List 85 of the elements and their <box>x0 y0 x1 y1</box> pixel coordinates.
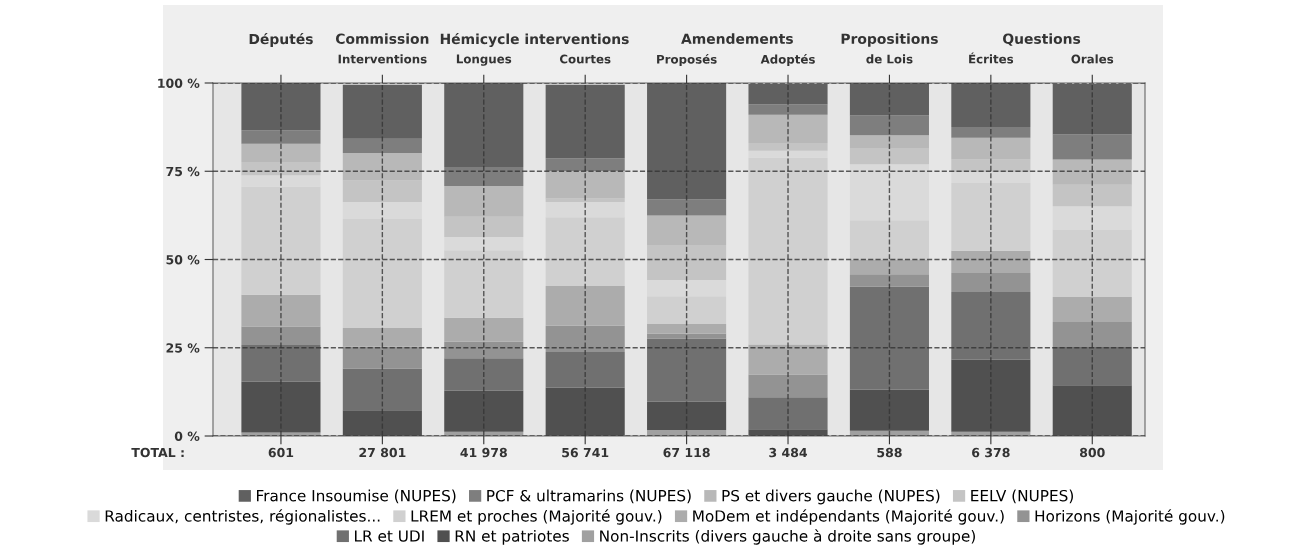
bar <box>342 410 422 436</box>
text: 56 741 <box>562 447 609 458</box>
bar <box>951 250 1031 273</box>
legend-label: Non-Inscrits (divers gauche à droite sans groupe) <box>600 529 975 545</box>
bar <box>1052 296 1132 322</box>
text: 27 801 <box>359 447 406 458</box>
bar <box>748 104 828 115</box>
x-tick-label: Longues <box>456 54 512 66</box>
x-tick-label: Courtes <box>559 54 611 64</box>
bar <box>241 326 321 345</box>
text: 3 484 <box>769 447 808 458</box>
bar <box>647 333 727 339</box>
text: Hémicycle interventions <box>440 32 629 47</box>
y-tick-label: 0 % <box>174 431 200 441</box>
text: 67 118 <box>663 447 710 458</box>
text: TOTAL : <box>131 447 184 458</box>
bar <box>545 387 625 436</box>
legend-label: EELV (NUPES) <box>971 489 1073 504</box>
legend-label: LREM et proches (Majorité gouv.) <box>411 509 662 525</box>
y-tick-label: 75 % <box>166 166 200 177</box>
bar <box>241 381 321 433</box>
bar <box>545 170 625 199</box>
bar <box>444 317 524 342</box>
x-tick-label: Écrites <box>969 52 1014 64</box>
bar <box>647 199 727 216</box>
y-tick-label: 25 % <box>166 343 200 353</box>
legend-label: PCF & ultramarins (NUPES) <box>487 489 691 504</box>
x-tick-label: Proposés <box>657 54 717 66</box>
legend-label: Radicaux, centristes, régionalistes... <box>105 509 380 525</box>
bar <box>545 351 625 388</box>
text: 601 <box>268 447 294 458</box>
y-tick-label: 100 % <box>158 78 200 88</box>
bar <box>1052 321 1132 348</box>
bar <box>241 294 321 327</box>
bar <box>1052 134 1132 160</box>
y-tick-label: 50 % <box>166 254 200 265</box>
bar <box>748 374 828 398</box>
bar <box>951 359 1031 432</box>
text: 800 <box>1079 447 1105 458</box>
bar <box>545 285 625 326</box>
text: 6 378 <box>972 447 1010 458</box>
bar <box>647 324 727 334</box>
text: 41 978 <box>460 447 507 458</box>
bar <box>951 291 1031 360</box>
legend-label: Horizons (Majorité gouv.) <box>1035 509 1225 525</box>
text: 588 <box>877 447 902 458</box>
x-tick-label: de Lois <box>866 54 913 64</box>
bar <box>342 138 422 153</box>
bar <box>545 158 625 171</box>
x-tick-label: Orales <box>1071 54 1114 64</box>
bar <box>241 130 321 144</box>
legend-label: France Insoumise (NUPES) <box>257 489 456 504</box>
bar <box>342 368 422 411</box>
bar <box>342 327 422 347</box>
bar <box>849 274 929 287</box>
legend-label: RN et patriotes <box>455 529 569 545</box>
legend-label: PS et divers gauche (NUPES) <box>722 489 940 505</box>
bar <box>444 390 524 432</box>
bar <box>1052 385 1132 436</box>
bar <box>545 325 625 352</box>
bar <box>647 401 727 430</box>
bar <box>849 389 929 431</box>
bar <box>342 346 422 369</box>
text: Commission <box>335 33 429 44</box>
bar <box>748 397 828 430</box>
text: Propositions <box>841 33 938 47</box>
legend-label: MoDem et indépendants (Majorité gouv.) <box>693 509 1004 525</box>
bar <box>849 115 929 136</box>
bar <box>1052 347 1132 386</box>
text: Questions <box>1003 33 1081 46</box>
bar <box>951 272 1031 292</box>
bar <box>647 338 727 402</box>
bar <box>849 286 929 390</box>
bar <box>444 358 524 391</box>
bar <box>241 344 321 382</box>
bar <box>748 344 828 375</box>
bar <box>849 259 929 275</box>
legend-label: LR et UDI <box>355 530 424 542</box>
text: Amendements <box>681 33 793 44</box>
text: Députés <box>249 32 313 47</box>
bar <box>444 167 524 187</box>
bar <box>951 127 1031 138</box>
x-tick-label: Interventions <box>338 54 427 64</box>
bar <box>444 341 524 359</box>
x-tick-label: Adoptés <box>760 54 815 66</box>
